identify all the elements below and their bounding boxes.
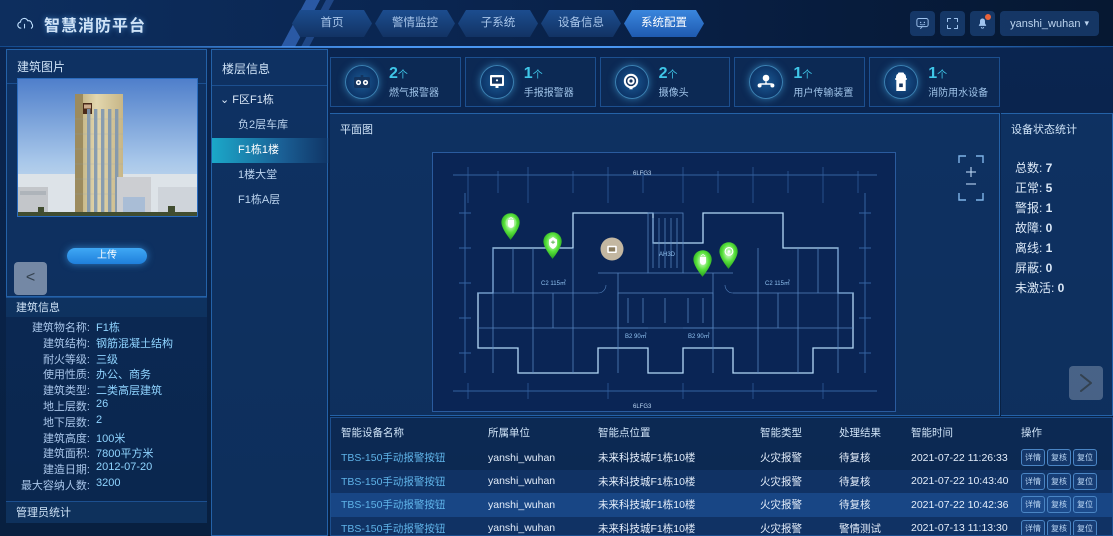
svg-text:6LFG3: 6LFG3 [633, 404, 652, 410]
svg-text:B2 90㎥: B2 90㎥ [625, 332, 647, 340]
svg-text:C2 115㎥: C2 115㎥ [765, 279, 790, 287]
svg-text:6LFG3: 6LFG3 [633, 171, 652, 177]
svg-text:B2 90㎥: B2 90㎥ [688, 332, 710, 340]
svg-text:AH3D: AH3D [659, 252, 676, 258]
svg-text:C2 115㎥: C2 115㎥ [541, 279, 566, 287]
